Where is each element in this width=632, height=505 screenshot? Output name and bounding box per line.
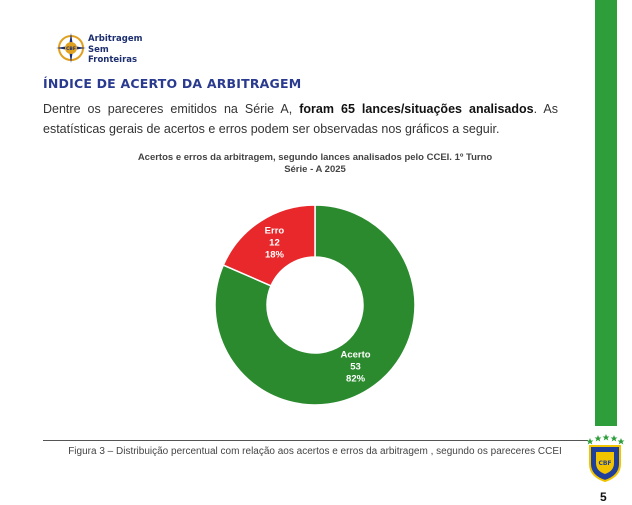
paragraph-text-after: . As estatísticas gerais de acertos e er… <box>43 102 559 136</box>
badge-text: CBF <box>598 460 611 467</box>
logo-line-1: Arbitragem <box>88 34 143 44</box>
donut-label-acerto-percent: 82% <box>346 373 366 384</box>
emblem-text: CBF <box>66 46 76 52</box>
logo-line-2: Sem <box>88 44 109 55</box>
donut-slice-acerto <box>214 204 416 406</box>
logo-line-3: Fronteiras <box>88 55 138 65</box>
figure-caption: Figura 3 – Distribuição percentual com r… <box>68 446 562 457</box>
donut-label-erro-percent: 18% <box>265 250 285 261</box>
page-number: 5 <box>600 490 607 504</box>
section-title: ÍNDICE DE ACERTO DA ARBITRAGEM <box>43 76 302 91</box>
caption-divider <box>43 440 588 441</box>
compass-emblem-icon: CBF <box>56 33 86 63</box>
side-green-bar <box>595 0 617 426</box>
donut-label-erro-name: Erro <box>265 226 285 237</box>
paragraph-text-before: Dentre os pareceres emitidos na Série A, <box>43 102 300 116</box>
logo: CBF Arbitragem Sem Fronteiras <box>54 30 174 70</box>
logo-text: Arbitragem Sem Fronteiras <box>88 34 142 66</box>
chart-title: Acertos e erros da arbitragem, segundo l… <box>137 152 493 175</box>
intro-paragraph: Dentre os pareceres emitidos na Série A,… <box>43 99 558 139</box>
donut-slice-erro <box>222 204 316 287</box>
paragraph-bold-text: foram 65 lances/situações analisados <box>299 102 534 116</box>
donut-label-erro-value: 12 <box>269 238 280 249</box>
cbf-badge-icon: CBF <box>586 434 625 482</box>
donut-label-acerto-value: 53 <box>350 361 361 372</box>
donut-label-acerto-name: Acerto <box>341 349 371 360</box>
